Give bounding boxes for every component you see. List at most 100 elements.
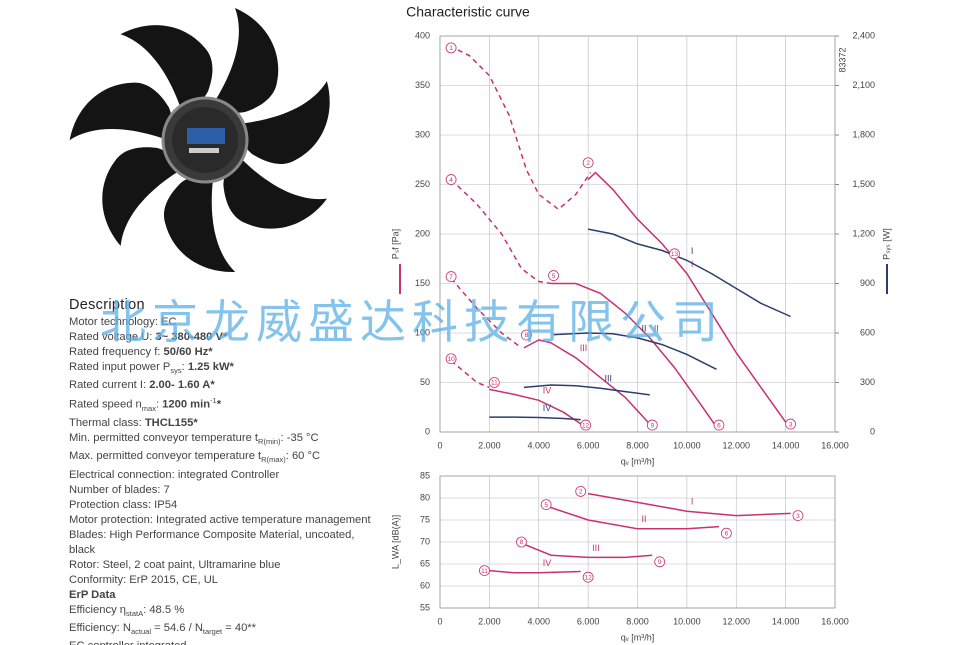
description-line: ErP Data (69, 588, 371, 603)
text-segment: 2.00- 1.60 A* (149, 379, 215, 392)
data-line (450, 179, 552, 285)
data-line (449, 45, 592, 211)
text-segment: Electrical connection: integrated Contro… (69, 468, 280, 481)
text-segment: Efficiency η (69, 603, 127, 616)
x-tick-label: 14.000 (772, 616, 800, 626)
description-line: Min. permitted conveyor temperature tR(m… (69, 431, 371, 449)
description-line: black (69, 543, 371, 558)
annotation-marker (713, 419, 725, 431)
annotation-label: 1 (449, 45, 453, 52)
text-segment: actual (130, 627, 151, 637)
x-tick-label: 4.000 (527, 616, 550, 626)
annotation-marker (488, 377, 500, 388)
annotation-marker (445, 353, 457, 365)
x-tick-label: 12.000 (722, 616, 750, 626)
annotation-label: 6 (717, 422, 721, 429)
data-line (523, 339, 651, 425)
annotation-label: 2 (579, 489, 583, 496)
text-segment: 1200 min (162, 398, 211, 411)
annotation-marker (445, 42, 457, 54)
annotation-label: 12 (585, 574, 593, 581)
plot-frame (439, 35, 836, 433)
x-tick-label: 12.000 (722, 440, 750, 450)
data-line (523, 543, 653, 559)
text-segment: Conformity: ErP 2015, CE, UL (69, 573, 219, 586)
text-segment: statA (126, 608, 144, 618)
annotation-marker (445, 271, 457, 282)
y-tick-label: 85 (420, 470, 430, 480)
annotation-label: 2 (586, 160, 590, 167)
y2-tick-label: 0 (870, 426, 875, 436)
annotation-marker (548, 270, 559, 281)
data-line (551, 282, 718, 428)
text-segment: 50/60 Hz* (163, 346, 213, 358)
data-line (489, 569, 581, 574)
annotation-label: 8 (520, 539, 524, 546)
text-segment: Rated input power P (69, 361, 171, 373)
text-segment: -1 (210, 396, 217, 406)
y-tick-label: 350 (415, 80, 430, 90)
text-segment: Efficiency: N (69, 621, 131, 634)
x-tick-label: 2.000 (478, 440, 501, 450)
y-tick-label: 55 (420, 602, 430, 612)
y2-axis-label: Pₛᵧₛ [W] (881, 228, 891, 260)
annotation-marker (646, 419, 658, 431)
chart: 0 2.000 4.000 6.000 8.000 10.000 12.000 14.000 1… (390, 470, 848, 642)
annotation-marker (720, 527, 732, 539)
annotation-label: 11 (491, 380, 498, 387)
y-axis-label: Pₛf [Pa] (390, 229, 400, 259)
description-line: Efficiency: Nactual = 54.6 / Ntarget = 4… (69, 621, 371, 639)
plot-frame (439, 475, 836, 609)
text-segment: EC controller integrated (69, 640, 187, 645)
description-line: Blades: High Performance Composite Mater… (69, 528, 371, 543)
text-segment: Rotor: Steel, 2 coat paint, Ultramarine … (69, 558, 281, 571)
text-segment: Protection class: IP54 (69, 498, 178, 511)
text-segment: Rated frequency f: (69, 346, 164, 358)
data-line (587, 492, 791, 517)
description-line: Number of blades: 7 (69, 483, 371, 498)
data-line (548, 506, 720, 530)
annotation-marker (445, 174, 457, 185)
text-segment: R(max) (261, 455, 286, 465)
text-segment: = 54.6 / N (150, 621, 203, 634)
y-tick-label: 400 (415, 30, 430, 40)
x-axis-label: qᵥ [m³/h] (621, 456, 654, 466)
annotation-marker (516, 536, 527, 548)
description-line: EC controller integrated (69, 639, 371, 645)
text-segment: Thermal class: (69, 417, 145, 430)
annotation-marker (521, 329, 532, 341)
x-tick-label: 2.000 (478, 616, 501, 626)
text-segment: sys (170, 366, 182, 376)
y-tick-label: 250 (415, 179, 430, 189)
annotation-marker (479, 565, 490, 576)
x-tick-label: 0 (437, 440, 442, 450)
description-line: Thermal class: THCL155* (69, 416, 371, 431)
series-label: III (580, 343, 588, 353)
page-title: Characteristic curve (406, 4, 530, 20)
text-segment: black (69, 543, 96, 556)
chart-code: 83372 (837, 47, 847, 72)
annotation-label: 9 (651, 422, 655, 429)
series-label: I (691, 246, 694, 256)
description-heading: Description (69, 297, 145, 313)
y2-tick-label: 1,800 (852, 129, 875, 139)
y-tick-label: 150 (415, 278, 430, 288)
x-tick-label: 10.000 (673, 440, 701, 450)
text-segment: target (202, 627, 223, 637)
text-segment: Blades: High Performance Composite Mater… (69, 528, 355, 541)
annotation-label: 3 (796, 513, 800, 520)
x-tick-label: 0 (437, 616, 442, 626)
x-tick-label: 8.000 (626, 616, 649, 626)
data-line (489, 388, 587, 428)
text-segment: : 48.5 % (143, 603, 185, 616)
chart: 0 2.000 4.000 6.000 8.000 10.000 12.000 14.000 1… (390, 30, 891, 466)
description-line: Rated voltage U: 3~ 380-480 V* (69, 330, 371, 345)
series-label: II (654, 323, 659, 333)
series-label: I (691, 497, 694, 507)
text-segment: : 60 °C (285, 450, 321, 463)
text-segment: R(min) (258, 437, 281, 447)
annotation-label: 12 (582, 422, 590, 429)
y-tick-label: 80 (420, 492, 430, 502)
description-line: Rated input power Psys: 1.25 kW* (69, 360, 371, 378)
